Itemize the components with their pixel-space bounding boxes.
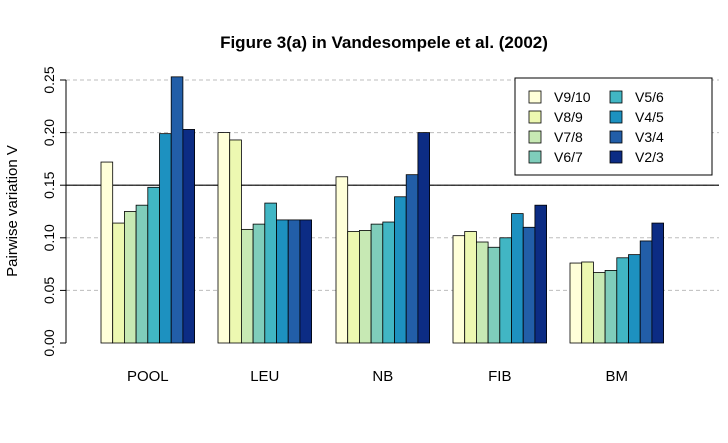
- bar-bm-v7-8: [593, 272, 606, 344]
- bar-leu-v7-8: [240, 228, 254, 344]
- bar-pool-v5-6: [147, 186, 160, 344]
- bar-nb-v5-6: [382, 221, 395, 344]
- y-axis-label: Pairwise variation V: [4, 145, 21, 277]
- category-label: POOL: [127, 368, 169, 385]
- bar-nb-v2-3: [417, 132, 430, 344]
- chart-title: Figure 3(a) in Vandesompele et al. (2002…: [220, 33, 548, 52]
- x-labels: POOL LEU NB FIB BM: [127, 368, 628, 385]
- bar-fib-v7-8: [475, 241, 489, 344]
- legend-label: V4/5: [635, 109, 664, 125]
- bar-fib-v5-6: [499, 237, 512, 344]
- category-label: NB: [372, 368, 393, 385]
- bar-pool-v6-7: [135, 204, 149, 344]
- legend-label: V6/7: [554, 149, 583, 165]
- bar-group-leu: [217, 132, 312, 344]
- legend-item: V2/3: [609, 149, 664, 165]
- legend-label: V3/4: [635, 129, 664, 145]
- legend-swatch: [528, 90, 542, 104]
- bar-pool-v7-8: [124, 211, 137, 344]
- bar-pool-v4-5: [159, 133, 172, 344]
- y-ticks: 0.00 0.05 0.10 0.15 0.20 0.25: [41, 66, 66, 357]
- bar-fib-v3-4: [522, 226, 536, 344]
- legend: V9/10 V8/9 V7/8 V6/7 V5/6 V4/5 V3/4 V2/3: [514, 77, 713, 176]
- legend-label: V7/8: [554, 129, 583, 145]
- legend-swatch: [609, 130, 623, 144]
- y-tick-label: 0.00: [41, 329, 57, 356]
- bar-fib-v2-3: [534, 204, 548, 344]
- bar-leu-v8-9: [229, 139, 242, 344]
- bar-bm-v6-7: [604, 270, 618, 344]
- bar-bm-v2-3: [651, 222, 665, 344]
- legend-item: V8/9: [528, 109, 583, 125]
- bar-pool-v8-9: [112, 222, 125, 344]
- bar-fib-v6-7: [487, 246, 501, 344]
- bar-nb-v9-10: [335, 176, 349, 344]
- bar-nb-v7-8: [358, 230, 372, 344]
- bar-fib-v4-5: [511, 213, 524, 344]
- bar-nb-v8-9: [347, 231, 360, 344]
- y-tick-label: 0.20: [41, 119, 57, 146]
- bar-pool-v3-4: [170, 76, 184, 344]
- y-tick-label: 0.25: [41, 66, 57, 93]
- bar-group-pool: [100, 76, 195, 344]
- category-label: FIB: [488, 368, 511, 385]
- y-tick-label: 0.05: [41, 277, 57, 304]
- bar-nb-v4-5: [394, 196, 407, 344]
- legend-swatch: [528, 130, 542, 144]
- bar-nb-v6-7: [370, 223, 384, 344]
- legend-item: V7/8: [528, 129, 583, 145]
- bars: [100, 76, 665, 344]
- category-label: LEU: [250, 368, 279, 385]
- bar-leu-v4-5: [276, 219, 289, 344]
- legend-item: V3/4: [609, 129, 664, 145]
- bar-bm-v4-5: [628, 254, 641, 344]
- bar-bm-v3-4: [639, 240, 653, 344]
- bar-pool-v9-10: [100, 161, 114, 344]
- bar-leu-v2-3: [299, 219, 312, 344]
- bar-leu-v6-7: [252, 223, 266, 344]
- y-tick-label: 0.10: [41, 224, 57, 251]
- legend-item: V5/6: [609, 89, 664, 105]
- bar-group-nb: [335, 132, 430, 344]
- category-label: BM: [606, 368, 629, 385]
- legend-item: V9/10: [528, 89, 591, 105]
- legend-item: V6/7: [528, 149, 583, 165]
- legend-label: V2/3: [635, 149, 664, 165]
- legend-label: V9/10: [554, 89, 591, 105]
- bar-group-fib: [452, 204, 548, 344]
- legend-label: V5/6: [635, 89, 664, 105]
- legend-swatch: [528, 110, 542, 124]
- bar-leu-v5-6: [264, 202, 277, 344]
- legend-swatch: [609, 90, 623, 104]
- bar-pool-v2-3: [182, 129, 195, 344]
- legend-label: V8/9: [554, 109, 583, 125]
- bar-bm-v9-10: [569, 262, 583, 344]
- legend-item: V4/5: [609, 109, 664, 125]
- bar-group-bm: [569, 222, 665, 344]
- legend-swatch: [528, 150, 542, 164]
- bar-fib-v9-10: [452, 235, 466, 344]
- y-tick-label: 0.15: [41, 171, 57, 198]
- legend-swatch: [609, 150, 623, 164]
- bar-leu-v9-10: [217, 132, 231, 344]
- bar-bm-v8-9: [581, 261, 594, 344]
- bar-bm-v5-6: [616, 257, 629, 344]
- legend-swatch: [609, 110, 623, 124]
- bar-leu-v3-4: [287, 219, 301, 344]
- bar-fib-v8-9: [464, 231, 477, 344]
- bar-nb-v3-4: [405, 174, 419, 344]
